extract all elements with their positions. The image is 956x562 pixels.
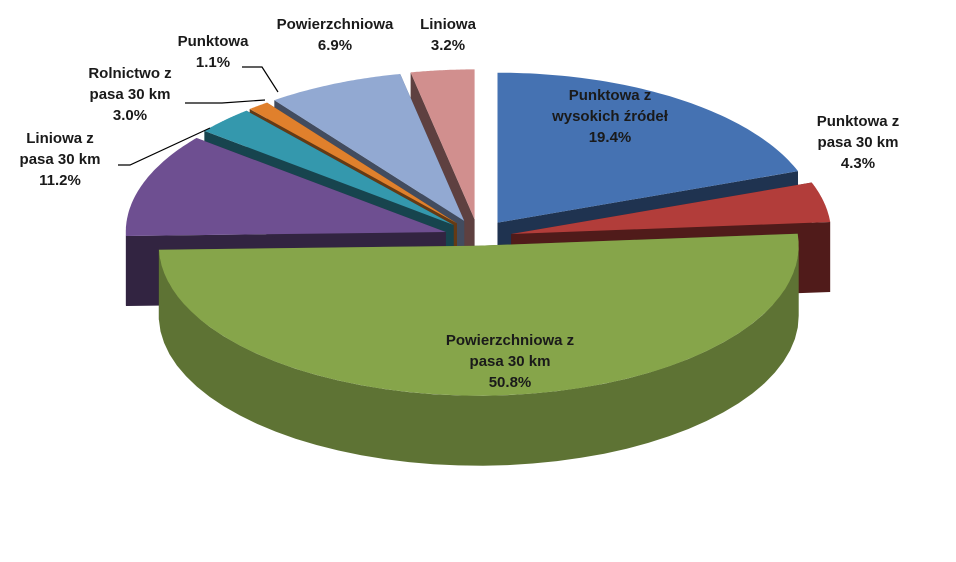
leader-line-3 (118, 127, 211, 166)
slice-rim-2 (158, 245, 799, 466)
slice-1 (511, 182, 831, 235)
leader-line-5 (242, 66, 279, 93)
pie-tops (125, 69, 831, 396)
slice-label-0: Punktowa z wysokich źródeł 19.4% (551, 87, 669, 146)
slice-0 (497, 72, 798, 223)
leader-line-4 (185, 99, 266, 104)
slice-label-6: Powierzchniowa 6.9% (277, 16, 394, 54)
slice-labels: Punktowa z wysokich źródeł 19.4% Punktowa z… (20, 16, 900, 391)
slice-2 (158, 233, 799, 396)
slice-label-2: Powierzchniowa z pasa 30 km 50.8% (446, 332, 574, 391)
slice-7 (410, 69, 475, 220)
slice-label-5: Punktowa 1.1% (178, 33, 249, 71)
slice-label-1: Punktowa z pasa 30 km 4.3% (817, 113, 900, 172)
slice-4 (204, 110, 454, 225)
slice-3 (125, 138, 446, 236)
slice-label-3: Liniowa z pasa 30 km 11.2% (20, 130, 101, 189)
slice-label-7: Liniowa 3.2% (420, 16, 476, 54)
leader-lines (118, 66, 279, 166)
slice-6 (274, 73, 465, 221)
slice-label-4: Rolnictwo z pasa 30 km 3.0% (88, 65, 171, 124)
slice-5 (249, 102, 457, 224)
